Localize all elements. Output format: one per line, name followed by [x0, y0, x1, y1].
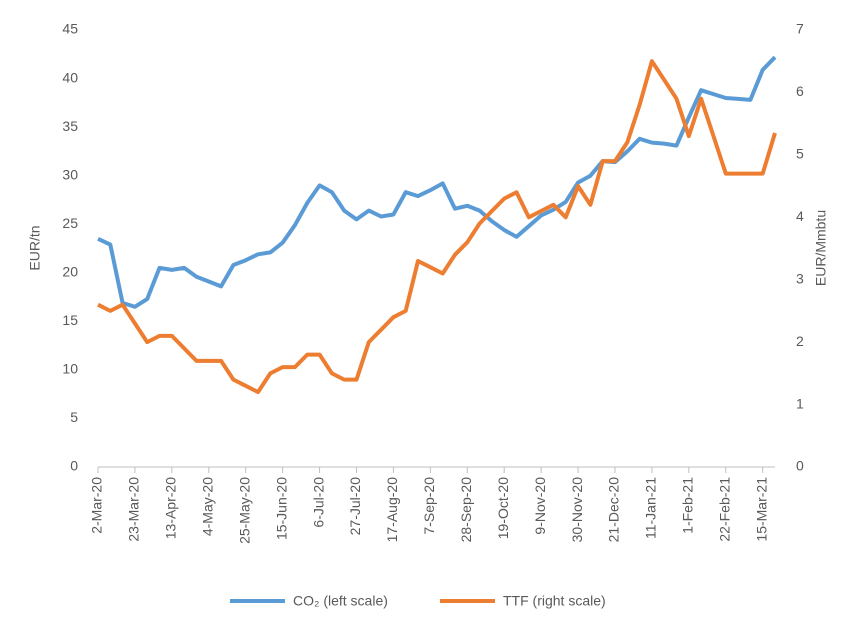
x-tick-label: 30-Nov-20 [569, 477, 585, 543]
series-line [97, 59, 777, 395]
y-tick-label: 20 [62, 263, 78, 279]
x-tick-label: 17-Aug-20 [384, 477, 400, 543]
legend-label: TTF (right scale) [503, 593, 606, 609]
y2-tick-label: 7 [796, 21, 804, 37]
y-tick-label: 0 [70, 458, 78, 474]
y-tick-label: 45 [62, 21, 78, 37]
y-tick-label: 35 [62, 118, 78, 134]
y-tick-label: 40 [62, 69, 78, 85]
y2-tick-label: 2 [796, 333, 804, 349]
x-tick-label: 2-Mar-20 [89, 477, 105, 534]
x-tick-label: 15-Mar-21 [753, 477, 769, 542]
x-tick-label: 25-May-20 [236, 477, 252, 544]
y2-tick-label: 4 [796, 208, 804, 224]
x-tick-label: 9-Nov-20 [532, 477, 548, 535]
y-tick-label: 5 [70, 409, 78, 425]
y-tick-label: 25 [62, 215, 78, 231]
x-tick-label: 27-Jul-20 [347, 477, 363, 536]
x-tick-label: 21-Dec-20 [606, 477, 622, 543]
y2-axis-label: EUR/Mmbtu [813, 210, 829, 286]
y-tick-label: 30 [62, 166, 78, 182]
x-tick-label: 28-Sep-20 [458, 477, 474, 543]
y-axis-label: EUR/tn [27, 225, 43, 270]
y2-tick-label: 1 [796, 395, 804, 411]
x-tick-label: 23-Mar-20 [126, 477, 142, 542]
x-tick-label: 15-Jun-20 [273, 477, 289, 540]
x-tick-label: 7-Sep-20 [421, 477, 437, 535]
y2-tick-label: 3 [796, 270, 804, 286]
x-tick-label: 13-Apr-20 [163, 477, 179, 539]
y2-tick-label: 6 [796, 83, 804, 99]
x-tick-label: 22-Feb-21 [716, 477, 732, 542]
y2-tick-label: 5 [796, 146, 804, 162]
x-tick-label: 1-Feb-21 [680, 477, 696, 534]
y-tick-label: 10 [62, 361, 78, 377]
x-tick-label: 11-Jan-21 [643, 477, 659, 539]
y2-tick-label: 0 [796, 458, 804, 474]
series-line [97, 55, 777, 309]
x-tick-label: 19-Oct-20 [495, 477, 511, 539]
legend-label: CO₂ (left scale) [293, 593, 388, 609]
x-tick-label: 6-Jul-20 [310, 477, 326, 528]
y-tick-label: 15 [62, 312, 78, 328]
x-tick-label: 4-May-20 [199, 477, 215, 536]
